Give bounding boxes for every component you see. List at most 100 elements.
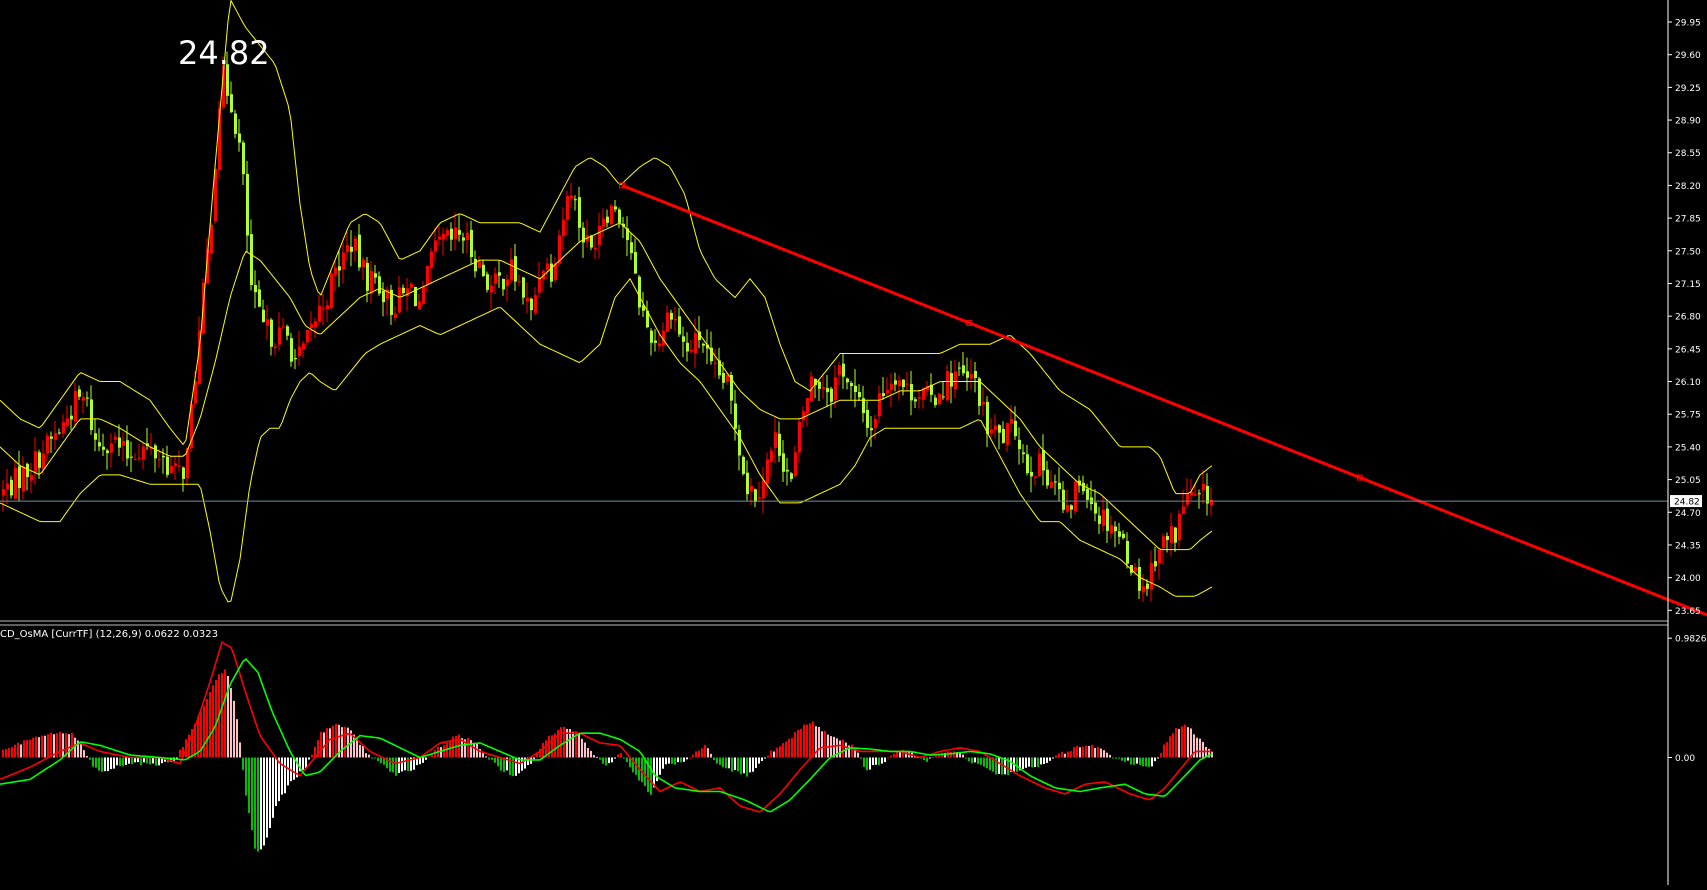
candle-body xyxy=(26,464,29,477)
osma-bar xyxy=(1082,747,1084,758)
osma-bar xyxy=(1142,758,1144,767)
osma-bar xyxy=(440,747,442,757)
osma-bar xyxy=(212,685,214,757)
candle-body xyxy=(470,230,473,257)
candle-body xyxy=(990,429,993,433)
candle-body xyxy=(94,433,97,439)
candle-body xyxy=(1110,525,1113,533)
candle-body xyxy=(882,393,885,396)
osma-bar xyxy=(881,758,883,764)
osma-bar xyxy=(224,669,226,757)
osma-bar xyxy=(344,727,346,758)
osma-bar xyxy=(608,758,610,764)
osma-bar xyxy=(719,758,721,765)
candle-body xyxy=(22,467,25,491)
osma-bar xyxy=(203,706,205,757)
candle-body xyxy=(958,368,961,369)
candle-body xyxy=(774,432,777,448)
osma-bar xyxy=(401,758,403,772)
osma-bar xyxy=(50,733,52,758)
price-axis-tick-label: 27.15 xyxy=(1675,280,1701,290)
price-axis-tick-label: 25.40 xyxy=(1675,443,1701,453)
osma-bar xyxy=(722,758,724,768)
candle-body xyxy=(1014,421,1017,436)
candle-body xyxy=(738,430,741,455)
osma-bar xyxy=(233,701,235,758)
candle-body xyxy=(890,384,893,390)
candle-body xyxy=(458,230,461,235)
osma-bar xyxy=(86,756,88,757)
candle-body xyxy=(366,263,369,291)
candle-body xyxy=(834,377,837,400)
candle-body xyxy=(962,365,965,373)
osma-bar xyxy=(1124,758,1126,762)
candle-body xyxy=(114,437,117,440)
candle-body xyxy=(422,287,425,304)
osma-bar xyxy=(623,758,625,759)
osma-bar xyxy=(101,758,103,772)
osma-bar xyxy=(767,756,769,758)
osma-bar xyxy=(341,727,343,757)
osma-bar xyxy=(392,758,394,773)
osma-bar xyxy=(737,758,739,772)
candle-body xyxy=(986,402,989,434)
osma-bar xyxy=(953,751,955,757)
osma-bar xyxy=(1172,733,1174,757)
candle-body xyxy=(1158,550,1161,563)
candle-body xyxy=(174,463,177,466)
price-axis-tick-label: 28.90 xyxy=(1675,117,1701,127)
osma-bar xyxy=(374,758,376,759)
osma-bar xyxy=(149,758,151,765)
candle-body xyxy=(550,264,553,282)
osma-bar xyxy=(1121,758,1123,761)
osma-bar xyxy=(110,758,112,770)
osma-bar xyxy=(245,758,247,796)
osma-bar xyxy=(1109,755,1111,758)
osma-bar xyxy=(230,688,232,757)
osma-bar xyxy=(824,731,826,757)
osma-bar xyxy=(1130,758,1132,765)
osma-bar xyxy=(485,756,487,757)
candle-body xyxy=(870,428,873,430)
osma-bar xyxy=(716,758,718,764)
candle-body xyxy=(822,387,825,389)
candle-body xyxy=(1118,531,1121,536)
osma-bar xyxy=(869,758,871,770)
candle-body xyxy=(14,468,17,499)
osma-bar xyxy=(1199,739,1201,758)
osma-bar xyxy=(215,680,217,757)
candle-body xyxy=(430,251,433,268)
candle-body xyxy=(238,133,241,142)
candle-body xyxy=(746,473,749,494)
candle-body xyxy=(298,347,301,356)
candle-body xyxy=(318,306,321,322)
osma-bar xyxy=(1139,758,1141,765)
candle-body xyxy=(530,299,533,310)
osma-bar xyxy=(122,758,124,767)
osma-bar xyxy=(740,758,742,775)
osma-bar xyxy=(1196,738,1198,758)
candle-body xyxy=(994,426,997,431)
candle-body xyxy=(1006,423,1009,445)
osma-bar xyxy=(605,758,607,766)
candle-body xyxy=(598,226,601,245)
osma-bar xyxy=(614,758,616,759)
candle-body xyxy=(1138,567,1141,591)
osma-bar xyxy=(116,758,118,766)
osma-bar xyxy=(671,758,673,764)
candle-body xyxy=(118,438,121,448)
osma-bar xyxy=(1061,752,1063,758)
candle-body xyxy=(1026,454,1029,473)
osma-bar xyxy=(425,758,427,760)
candle-body xyxy=(178,465,181,466)
osma-bar xyxy=(1076,746,1078,758)
osma-bar xyxy=(371,758,373,759)
osma-bar xyxy=(665,758,667,765)
candle-body xyxy=(1070,505,1073,509)
osma-bar xyxy=(986,758,988,769)
osma-bar xyxy=(1133,758,1135,765)
osma-bar xyxy=(584,743,586,758)
osma-bar xyxy=(791,738,793,758)
candle-body xyxy=(954,371,957,389)
candle-body xyxy=(650,331,653,343)
